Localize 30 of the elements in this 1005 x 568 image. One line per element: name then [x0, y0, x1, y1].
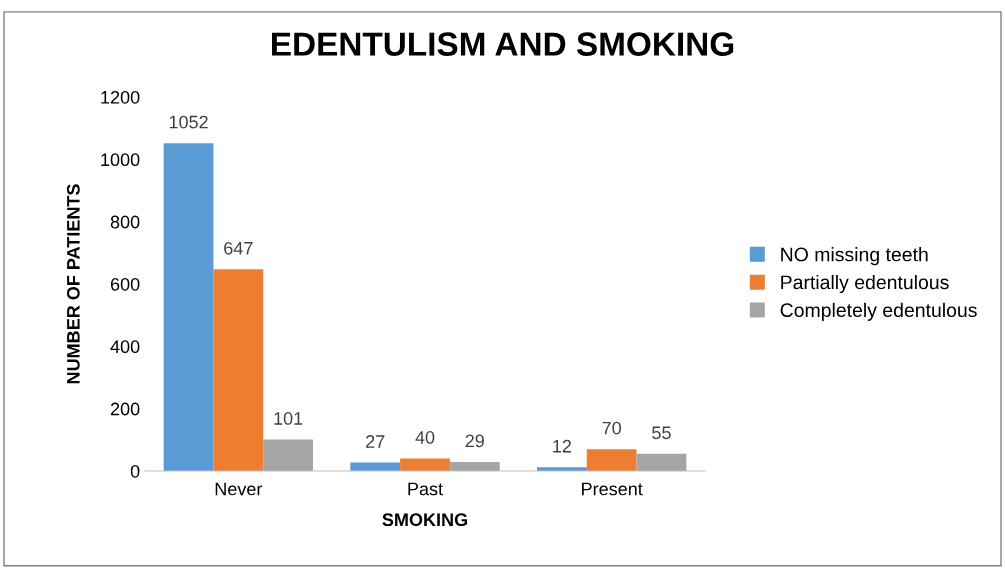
y-tick-label: 800 — [110, 215, 140, 229]
data-label: 647 — [224, 241, 253, 255]
bar — [213, 269, 264, 471]
data-label: 27 — [366, 435, 385, 448]
bar — [263, 439, 313, 471]
y-axis-title: NUMBER OF PATIENTS — [66, 184, 80, 384]
y-tick-label: 200 — [110, 402, 140, 416]
data-label: 1052 — [169, 115, 208, 129]
data-label: 70 — [602, 421, 621, 435]
y-tick-label: 0 — [130, 464, 140, 478]
y-tick-label: 1200 — [101, 90, 140, 104]
data-label: 55 — [652, 426, 671, 440]
bar — [586, 449, 637, 471]
data-label: 40 — [415, 431, 435, 444]
bar — [163, 143, 214, 471]
legend-label: Partially edentulous — [781, 274, 949, 294]
chart-title: EDENTULISM AND SMOKING — [272, 32, 734, 56]
x-tick-label: Never — [215, 482, 263, 496]
y-tick-label: 600 — [110, 277, 140, 291]
x-tick-label: Past — [408, 482, 443, 496]
data-label: 29 — [465, 434, 484, 448]
legend-label: NO missing teeth — [781, 247, 928, 266]
legend-label: Completely edentulous — [780, 302, 977, 321]
data-label: 101 — [274, 412, 303, 425]
x-axis-title: SMOKING — [382, 513, 468, 527]
y-tick-label: 400 — [110, 340, 140, 354]
x-tick-label: Present — [582, 482, 643, 496]
bar — [636, 453, 687, 471]
data-label: 12 — [553, 439, 572, 453]
y-tick-label: 1000 — [101, 153, 140, 167]
